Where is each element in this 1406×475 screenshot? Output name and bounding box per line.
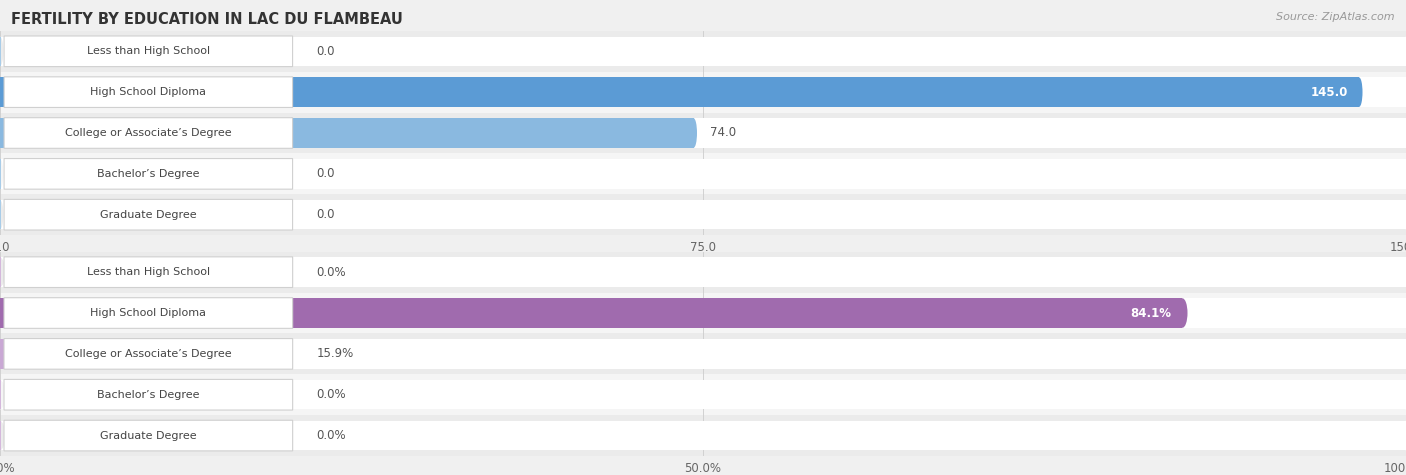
Circle shape — [1403, 200, 1406, 229]
Bar — [0, 118, 693, 148]
FancyBboxPatch shape — [4, 380, 292, 410]
Circle shape — [0, 257, 6, 287]
Bar — [0, 72, 1406, 113]
Text: 0.0: 0.0 — [316, 208, 335, 221]
Text: 15.9%: 15.9% — [316, 347, 353, 361]
Circle shape — [0, 421, 6, 450]
Text: 145.0: 145.0 — [1310, 86, 1348, 99]
Bar — [0, 37, 1406, 66]
Text: Graduate Degree: Graduate Degree — [100, 209, 197, 220]
Circle shape — [690, 118, 697, 148]
Text: 0.0%: 0.0% — [316, 429, 346, 442]
Bar — [0, 339, 224, 369]
Bar — [0, 252, 1406, 293]
Text: 0.0: 0.0 — [316, 167, 335, 180]
Bar — [0, 113, 1406, 153]
FancyBboxPatch shape — [4, 36, 292, 66]
Text: College or Associate’s Degree: College or Associate’s Degree — [65, 349, 232, 359]
Text: Bachelor’s Degree: Bachelor’s Degree — [97, 390, 200, 400]
Circle shape — [1400, 380, 1406, 409]
Bar — [0, 374, 1406, 415]
FancyBboxPatch shape — [4, 420, 292, 451]
Circle shape — [1403, 37, 1406, 66]
FancyBboxPatch shape — [4, 77, 292, 107]
Text: High School Diploma: High School Diploma — [90, 308, 207, 318]
Bar — [0, 380, 1406, 409]
Text: Less than High School: Less than High School — [87, 46, 209, 57]
Text: 0.0%: 0.0% — [316, 388, 346, 401]
Bar — [0, 31, 1406, 72]
Bar — [0, 153, 1406, 194]
Circle shape — [0, 159, 3, 189]
Circle shape — [1403, 118, 1406, 148]
Bar — [0, 421, 1, 450]
FancyBboxPatch shape — [4, 298, 292, 328]
Bar — [0, 159, 1406, 189]
Bar — [0, 257, 1406, 287]
Bar — [0, 118, 1406, 148]
Bar — [0, 194, 1406, 235]
Text: Source: ZipAtlas.com: Source: ZipAtlas.com — [1277, 12, 1395, 22]
Bar — [0, 257, 1, 287]
Bar — [0, 77, 1406, 107]
Circle shape — [0, 118, 3, 148]
Bar — [0, 339, 1406, 369]
Circle shape — [1177, 298, 1188, 328]
Bar — [0, 298, 1182, 328]
Bar — [0, 159, 1, 189]
Circle shape — [1400, 298, 1406, 328]
Text: 0.0%: 0.0% — [316, 266, 346, 279]
Circle shape — [1400, 421, 1406, 450]
Circle shape — [1403, 159, 1406, 189]
Circle shape — [0, 380, 6, 409]
FancyBboxPatch shape — [4, 159, 292, 189]
Bar — [0, 200, 1406, 229]
Bar — [0, 421, 1406, 450]
FancyBboxPatch shape — [4, 257, 292, 287]
Text: College or Associate’s Degree: College or Associate’s Degree — [65, 128, 232, 138]
Bar — [0, 37, 1, 66]
FancyBboxPatch shape — [4, 339, 292, 369]
Text: Bachelor’s Degree: Bachelor’s Degree — [97, 169, 200, 179]
Circle shape — [0, 339, 6, 369]
FancyBboxPatch shape — [4, 200, 292, 230]
Bar — [0, 380, 1, 409]
Text: 74.0: 74.0 — [710, 126, 737, 140]
Text: 84.1%: 84.1% — [1130, 306, 1171, 320]
Circle shape — [1400, 339, 1406, 369]
Bar — [0, 298, 1406, 328]
Text: Less than High School: Less than High School — [87, 267, 209, 277]
Bar — [0, 77, 1360, 107]
Circle shape — [0, 37, 3, 66]
Circle shape — [0, 298, 6, 328]
Text: 0.0: 0.0 — [316, 45, 335, 58]
Circle shape — [0, 200, 3, 229]
Bar — [0, 415, 1406, 456]
Circle shape — [218, 339, 229, 369]
Circle shape — [1403, 77, 1406, 107]
FancyBboxPatch shape — [4, 118, 292, 148]
Bar — [0, 333, 1406, 374]
Bar — [0, 200, 1, 229]
Circle shape — [1355, 77, 1362, 107]
Circle shape — [1400, 257, 1406, 287]
Text: Graduate Degree: Graduate Degree — [100, 430, 197, 441]
Text: High School Diploma: High School Diploma — [90, 87, 207, 97]
Circle shape — [0, 77, 3, 107]
Bar — [0, 293, 1406, 333]
Text: FERTILITY BY EDUCATION IN LAC DU FLAMBEAU: FERTILITY BY EDUCATION IN LAC DU FLAMBEA… — [11, 12, 404, 27]
